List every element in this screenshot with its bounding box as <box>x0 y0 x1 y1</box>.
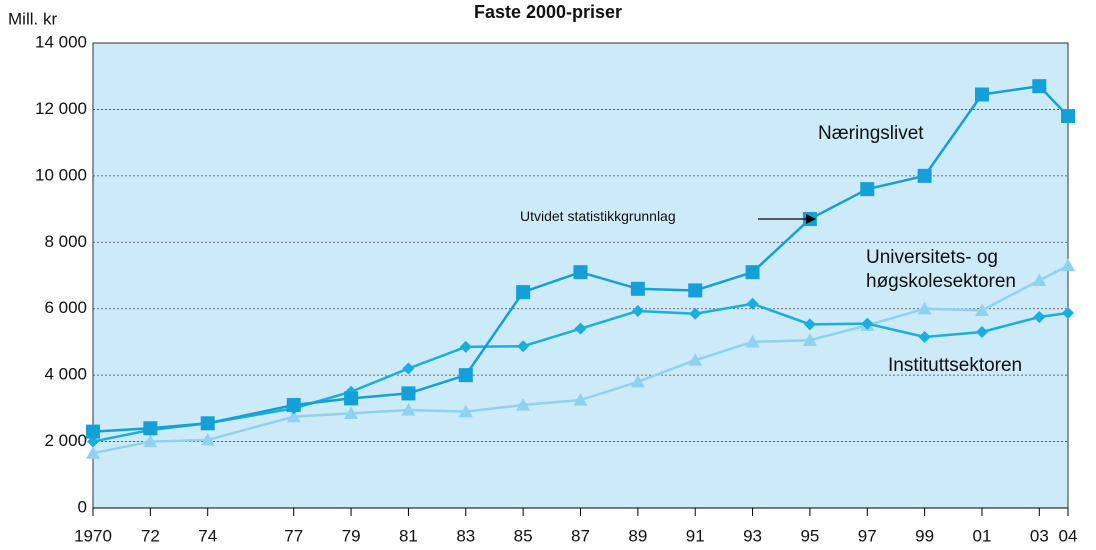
y-tick-label: 10 000 <box>35 165 87 184</box>
marker <box>1062 307 1074 320</box>
marker <box>803 318 816 331</box>
marker <box>630 281 645 296</box>
x-tick-label: 81 <box>399 526 418 545</box>
marker <box>1061 109 1075 124</box>
marker <box>200 416 215 431</box>
x-tick-label: 85 <box>514 526 533 545</box>
marker <box>517 340 530 353</box>
legend-label: Næringslivet <box>818 123 924 144</box>
y-tick-label: 6 000 <box>44 298 87 317</box>
x-tick-label: 77 <box>284 526 303 545</box>
x-tick-label: 87 <box>571 526 590 545</box>
marker <box>200 432 215 446</box>
marker <box>516 285 531 300</box>
x-tick-label: 95 <box>800 526 819 545</box>
marker <box>344 391 359 406</box>
marker <box>974 87 989 102</box>
series-line <box>92 84 1069 433</box>
marker <box>1061 258 1075 272</box>
legend-label: Instituttsektoren <box>888 355 1023 376</box>
y-tick-label: 14 000 <box>35 32 87 51</box>
series-line <box>92 302 1069 443</box>
marker <box>1032 273 1047 287</box>
series-line <box>92 264 1069 455</box>
marker <box>861 317 874 330</box>
marker <box>917 301 932 315</box>
marker <box>86 446 100 459</box>
marker <box>459 340 472 353</box>
marker <box>860 182 875 197</box>
x-tick-label: 89 <box>628 526 647 545</box>
marker <box>974 303 989 316</box>
marker <box>917 168 932 183</box>
y-tick-label: 12 000 <box>35 99 87 118</box>
marker <box>746 297 759 310</box>
marker <box>286 409 301 423</box>
marker <box>1033 311 1046 324</box>
marker <box>630 374 645 388</box>
marker <box>689 307 702 320</box>
x-tick-label: 99 <box>915 526 934 545</box>
x-tick-label: 93 <box>743 526 762 545</box>
x-tick-label: 1970 <box>74 526 112 545</box>
y-tick-label: 4 000 <box>44 365 87 384</box>
x-tick-label: 97 <box>858 526 877 545</box>
marker <box>458 404 473 418</box>
y-axis-label: Mill. kr <box>8 9 57 28</box>
x-tick-label: 03 <box>1030 526 1049 545</box>
marker <box>86 424 100 439</box>
marker <box>745 265 760 280</box>
marker <box>573 393 588 406</box>
x-tick-label: 91 <box>686 526 705 545</box>
x-tick-label: 72 <box>141 526 160 545</box>
marker <box>745 334 760 348</box>
marker <box>688 353 703 366</box>
y-tick-label: 2 000 <box>44 431 87 450</box>
legend-label: Universitets- og høgskolesektoren <box>866 247 1016 292</box>
x-tick-label: 01 <box>973 526 992 545</box>
annotation-arrowhead <box>806 214 816 224</box>
y-tick-label: 8 000 <box>44 232 87 251</box>
x-tick-label: 79 <box>342 526 361 545</box>
marker <box>516 398 531 411</box>
x-tick-label: 04 <box>1059 526 1078 545</box>
marker <box>286 398 301 413</box>
marker <box>574 322 587 335</box>
marker <box>573 265 588 280</box>
marker <box>918 330 931 343</box>
x-tick-label: 74 <box>198 526 217 545</box>
marker <box>975 325 988 338</box>
marker <box>631 305 644 318</box>
marker <box>802 333 817 346</box>
marker <box>688 283 703 298</box>
marker <box>143 421 158 436</box>
x-tick-label: 83 <box>456 526 475 545</box>
marker <box>1032 79 1047 94</box>
annotation: Utvidet statistikkgrunnlag <box>520 208 676 224</box>
marker <box>143 434 158 448</box>
y-tick-label: 0 <box>78 497 87 516</box>
marker <box>344 406 359 419</box>
marker <box>401 386 416 401</box>
marker <box>401 403 416 416</box>
marker <box>402 362 415 375</box>
chart-title: Faste 2000-priser <box>474 2 622 22</box>
marker <box>458 368 473 383</box>
